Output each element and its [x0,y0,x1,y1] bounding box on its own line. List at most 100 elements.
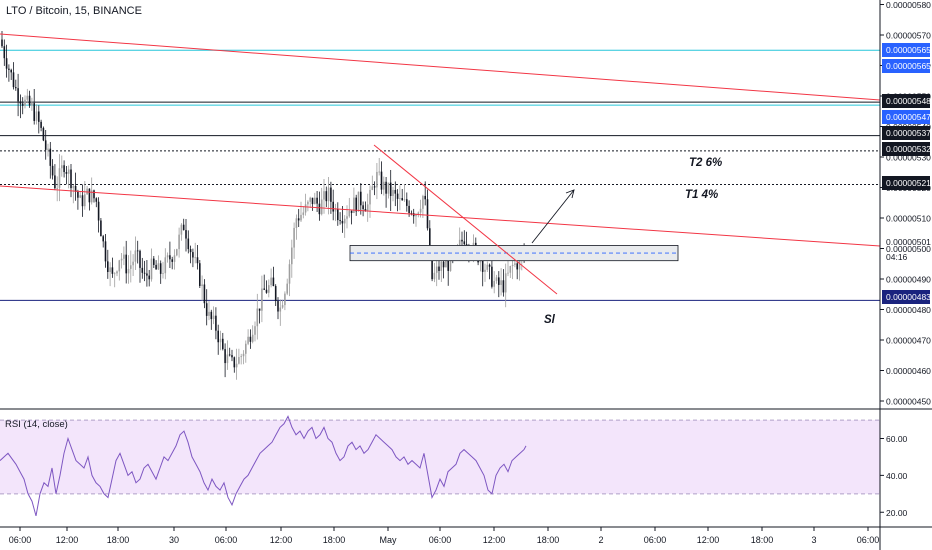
candle-body [288,264,291,284]
candle-body [240,356,242,358]
candle-body [51,165,54,176]
candle-body [327,187,330,202]
time-tick-label: May [379,535,397,545]
price-label: 0.00000501 [886,237,931,247]
candle-body [410,213,413,214]
candle-body [270,277,272,286]
candle-body [222,338,224,350]
candle-body [196,257,199,264]
trend-line-upper[interactable] [0,33,881,101]
candle-body [385,181,387,194]
candle-body [392,189,394,197]
candle-body [19,101,22,104]
candle-body [325,191,328,202]
candle-body [102,236,104,242]
trend-line-descending[interactable] [373,144,558,295]
candle-body [33,103,35,121]
candle-body [516,263,518,270]
candle-body [187,238,190,250]
candle-body [178,234,180,250]
candle-body [61,165,63,169]
candle-body [419,208,422,213]
rsi-tick-label: 40.00 [886,471,908,481]
candle-body [210,311,213,320]
candle-body [134,250,137,262]
candle-body [249,336,252,342]
candle-body [304,204,307,213]
note-t2[interactable]: T2 6% [689,157,723,169]
candle-body [337,209,339,221]
candle-body [208,311,210,316]
candle-body [293,227,295,248]
candle-body [47,148,49,150]
candle-body [488,264,491,267]
candle-body [504,273,507,293]
candle-body [242,353,245,357]
candle-body [24,99,26,106]
candle-body [166,255,169,258]
candle-body [74,185,77,192]
candle-body [509,266,512,273]
candle-body [481,260,484,272]
target-arrow[interactable] [531,189,575,244]
candle-body [132,261,134,266]
candle-body [224,349,226,364]
candle-body [431,246,433,280]
candle-body [93,190,95,199]
rsi-indicator [0,415,527,517]
candle-body [350,210,353,213]
price-tick-label: 0.00000480 [886,305,931,315]
candle-body [118,260,121,272]
time-tick-label: 12:00 [270,535,293,545]
price-tick-label: 0.00000490 [886,275,931,285]
candle-body [511,264,514,267]
price-tick-label: 0.00000500 [886,244,931,254]
candle-body [330,187,332,202]
rsi-line [0,415,527,517]
price-tick-label: 0.00000530 [886,153,931,163]
candle-body [265,289,268,293]
candle-body [185,230,187,239]
candle-body [369,189,371,205]
candle-body [10,69,12,73]
candle-body [435,266,438,273]
note-t1[interactable]: T1 4% [685,189,719,201]
candle-body [77,191,79,198]
candle-body [155,264,157,270]
rsi-tick-label: 20.00 [886,508,908,518]
candle-body [116,271,118,274]
candle-body [157,263,160,270]
candle-body [212,315,215,320]
candle-body [426,199,429,229]
horizontal-levels[interactable] [0,49,880,301]
candle-body [502,280,505,293]
candle-body [445,260,447,268]
rsi-band-fill [0,420,880,494]
candle-body [389,182,392,197]
time-tick-label: 2 [598,535,603,545]
candle-body [507,272,509,274]
price-label: 0.00000521 [886,178,931,188]
candle-body [97,201,100,221]
note-sl[interactable]: Sl [544,314,555,326]
candle-body [274,286,277,302]
price-label-bg [882,176,930,190]
price-tick-label: 0.00000510 [886,214,931,224]
candles [1,31,525,380]
trend-line-lower[interactable] [0,185,881,247]
candle-body [65,172,68,174]
time-tick-label: 3 [811,535,816,545]
price-label-bg [882,126,930,140]
candle-body [12,72,15,88]
candle-body [442,261,445,268]
candle-body [107,261,109,272]
candle-body [127,268,130,274]
drawings[interactable] [0,33,881,295]
price-tick-label: 0.00000580 [886,0,931,10]
candle-body [113,273,116,275]
time-tick-label: 18:00 [323,535,346,545]
candle-body [31,103,33,106]
candle-body [514,263,516,265]
time-tick-label: 12:00 [483,535,506,545]
